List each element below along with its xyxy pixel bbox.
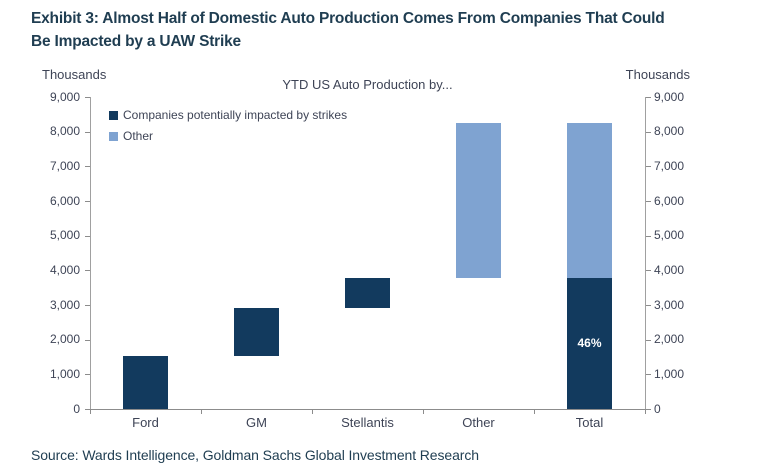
- y-axis-tick-mark-left: [85, 201, 90, 202]
- y-axis-unit-left: Thousands: [42, 67, 107, 82]
- y-axis-tick-mark-left: [85, 97, 90, 98]
- bar-segment-stellantis-impacted: [345, 277, 390, 309]
- y-axis-tick-label-left: 0: [73, 401, 80, 416]
- y-axis-tick-label-left: 3,000: [49, 297, 80, 312]
- exhibit-title-line-2: Be Impacted by a UAW Strike: [31, 33, 241, 50]
- y-axis-tick-label-left: 7,000: [49, 158, 80, 173]
- legend-label-impacted: Companies potentially impacted by strike…: [123, 108, 348, 122]
- y-axis-tick-label-left: 2,000: [49, 332, 80, 347]
- x-axis-tick-mark: [201, 410, 202, 414]
- legend-label-other: Other: [123, 129, 154, 143]
- y-axis-tick-mark-right: [646, 131, 651, 133]
- legend-swatch-other: [109, 131, 118, 141]
- y-axis-tick-mark-right: [646, 270, 651, 272]
- y-axis-tick-mark-left: [85, 131, 90, 133]
- legend-swatch-impacted: [109, 110, 118, 120]
- x-axis-tick-mark: [534, 410, 535, 414]
- y-axis-tick-mark-left: [85, 270, 90, 272]
- x-axis-tick-mark: [312, 410, 313, 414]
- y-axis-tick-mark-right: [646, 305, 651, 306]
- y-axis-tick-label-right: 8,000: [654, 124, 685, 139]
- y-axis-tick-mark-left: [85, 235, 90, 237]
- y-axis-tick-mark-right: [646, 374, 651, 376]
- y-axis-tick-mark-left: [85, 374, 90, 376]
- y-axis-line-right: [645, 97, 646, 410]
- y-axis-tick-mark-left: [85, 339, 90, 341]
- y-axis-tick-label-left: 6,000: [49, 193, 80, 208]
- exhibit-title-line-1: Exhibit 3: Almost Half of Domestic Auto …: [31, 10, 665, 27]
- y-axis-line-left: [90, 97, 91, 410]
- y-axis-tick-mark-right: [646, 97, 651, 98]
- x-axis-category-label: Total: [575, 415, 604, 430]
- y-axis-tick-label-right: 2,000: [654, 332, 685, 347]
- bar-segment-value-label: 46%: [577, 336, 602, 351]
- y-axis-tick-label-right: 0: [654, 401, 661, 416]
- bar-segment-gm-impacted: [234, 308, 279, 357]
- y-axis-tick-mark-right: [646, 201, 651, 202]
- y-axis-tick-label-left: 4,000: [49, 262, 80, 277]
- x-axis-category-label: Stellantis: [341, 415, 394, 430]
- x-axis-tick-mark: [645, 410, 646, 414]
- legend-item-other: Other: [109, 128, 347, 144]
- y-axis-tick-label-left: 9,000: [49, 89, 80, 104]
- y-axis-tick-mark-right: [646, 339, 651, 341]
- x-axis-category-label: Other: [462, 415, 495, 430]
- y-axis-tick-label-left: 8,000: [49, 124, 80, 139]
- y-axis-tick-label-left: 1,000: [49, 366, 80, 381]
- x-axis-category-label: GM: [246, 415, 267, 430]
- x-axis-line: [85, 409, 651, 410]
- y-axis-tick-label-right: 5,000: [654, 228, 685, 243]
- bar-segment-other-other: [456, 123, 501, 278]
- y-axis-tick-mark-left: [85, 166, 90, 168]
- bar-segment-ford-impacted: [123, 356, 168, 409]
- x-axis-category-label: Ford: [132, 415, 159, 430]
- y-axis-tick-mark-left: [85, 305, 90, 306]
- bar-segment-total-impacted: 46%: [567, 277, 612, 409]
- chart-legend: Companies potentially impacted by strike…: [109, 107, 347, 149]
- source-note: Source: Wards Intelligence, Goldman Sach…: [31, 447, 479, 463]
- y-axis-tick-mark-right: [646, 235, 651, 237]
- y-axis-tick-label-right: 9,000: [654, 89, 685, 104]
- y-axis-unit-right: Thousands: [625, 67, 690, 82]
- bar-segment-total-other: [567, 123, 612, 278]
- y-axis-tick-mark-right: [646, 166, 651, 168]
- y-axis-tick-label-right: 4,000: [654, 262, 685, 277]
- y-axis-tick-label-right: 7,000: [654, 158, 685, 173]
- y-axis-tick-label-left: 5,000: [49, 228, 80, 243]
- x-axis-tick-mark: [423, 410, 424, 414]
- y-axis-tick-label-right: 3,000: [654, 297, 685, 312]
- y-axis-tick-label-right: 6,000: [654, 193, 685, 208]
- legend-item-impacted: Companies potentially impacted by strike…: [109, 107, 347, 123]
- chart-title: YTD US Auto Production by...: [282, 77, 453, 92]
- y-axis-tick-label-right: 1,000: [654, 366, 685, 381]
- exhibit-title: Exhibit 3: Almost Half of Domestic Auto …: [31, 7, 743, 53]
- x-axis-tick-mark: [90, 410, 91, 414]
